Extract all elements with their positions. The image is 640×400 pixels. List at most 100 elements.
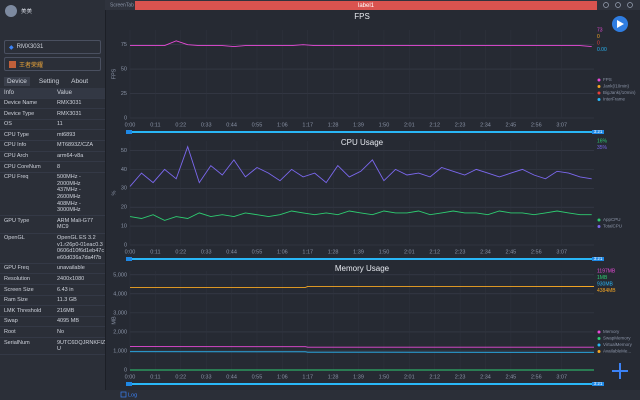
legend-label[interactable]: Jank(/10min): [603, 84, 630, 89]
slider-handle[interactable]: [592, 382, 604, 386]
x-tick-label: 1:50: [379, 122, 390, 128]
table-cell: arm64-v8a: [57, 153, 84, 160]
bottom-bar: [105, 390, 640, 400]
device-select[interactable]: ◆ RMX3031: [4, 40, 101, 54]
y-tick-label: 20: [121, 205, 127, 211]
table-cell: 4095 MB: [57, 318, 80, 325]
x-tick-label: 2:45: [506, 249, 517, 255]
x-tick-label: 0:44: [226, 249, 237, 255]
time-slider[interactable]: [130, 383, 594, 385]
x-tick-label: 0:11: [150, 374, 160, 380]
x-tick-label: 1:50: [379, 249, 390, 255]
y-tick-label: 4,000: [113, 291, 127, 297]
slider-end-label: 3:21: [594, 129, 603, 134]
current-value: 0.00: [597, 47, 607, 53]
legend-label[interactable]: BigJank(/10min): [603, 90, 636, 95]
active-tab[interactable]: [135, 1, 597, 10]
x-tick-label: 0:55: [252, 374, 263, 380]
table-row: Ram Size 11.3 GB: [0, 296, 105, 307]
tab[interactable]: About: [71, 78, 89, 85]
y-tick-label: 40: [121, 167, 127, 173]
toolbar-icon[interactable]: [603, 2, 609, 8]
legend-label[interactable]: FPS: [603, 77, 612, 82]
app-select[interactable]: 王者荣耀: [4, 57, 101, 71]
x-tick-label: 1:06: [277, 122, 288, 128]
x-tick-label: 0:55: [252, 122, 263, 128]
toolbar-icon[interactable]: [615, 2, 621, 8]
x-tick-label: 1:28: [328, 249, 339, 255]
current-value: 73: [597, 27, 603, 33]
y-axis-label: %: [111, 190, 117, 195]
table-row: GPU Freq unavailable: [0, 264, 105, 275]
tab[interactable]: Setting: [38, 78, 60, 85]
x-tick-label: 1:39: [353, 122, 364, 128]
legend-swatch: [597, 343, 601, 347]
table-row: SerialNum 9UTC6DQJRNKFIZ U: [0, 338, 105, 356]
table-row: Screen Size 6.43 in: [0, 285, 105, 296]
play-icon: [617, 20, 624, 28]
y-tick-label: 25: [121, 91, 127, 97]
table-cell: 500MHz - 2000MHz 437MHz - 2600MHz 408MHz…: [57, 174, 81, 214]
table-cell: OpenGL: [4, 235, 25, 241]
time-slider[interactable]: [130, 258, 594, 260]
x-tick-label: 0:44: [226, 122, 237, 128]
table-cell: Resolution: [4, 275, 30, 282]
y-tick-label: 0: [124, 242, 127, 248]
user-name: 美美: [21, 9, 33, 15]
x-tick-label: 1:28: [328, 374, 339, 380]
x-tick-label: 0:55: [252, 249, 263, 255]
table-row: Device Type RMX3031: [0, 109, 105, 120]
table-cell: 216MB: [57, 307, 75, 314]
legend-label[interactable]: SwapMemory: [603, 336, 631, 341]
y-tick-label: 75: [121, 42, 127, 48]
legend-label[interactable]: TotalCPU: [603, 224, 622, 229]
x-tick-label: 2:12: [429, 374, 440, 380]
data-line: [129, 210, 592, 221]
y-tick-label: 5,000: [113, 272, 127, 278]
header-cell: Info: [4, 89, 15, 96]
slider-handle[interactable]: [126, 130, 132, 134]
current-value: 930MB: [597, 281, 614, 287]
legend-label[interactable]: InterFrame: [603, 97, 626, 102]
active-tab-label[interactable]: label1: [358, 3, 375, 9]
x-tick-label: 0:44: [226, 374, 237, 380]
table-cell: 2400x1080: [57, 275, 85, 282]
x-tick-label: 2:56: [531, 122, 542, 128]
y-axis-label: MB: [111, 316, 117, 325]
y-tick-label: 3,000: [113, 310, 127, 316]
x-tick-label: 0:22: [175, 249, 186, 255]
legend-label[interactable]: Memory: [603, 329, 620, 334]
tab-label[interactable]: ScreenTab: [110, 2, 134, 8]
time-slider[interactable]: [130, 131, 594, 133]
log-label[interactable]: Log: [128, 392, 137, 398]
slider-handle[interactable]: [592, 257, 604, 261]
table-cell: 8: [57, 163, 61, 170]
table-cell: GPU Freq: [4, 265, 29, 272]
x-tick-label: 3:07: [556, 122, 567, 128]
x-tick-label: 0:33: [201, 122, 212, 128]
x-tick-label: 1:17: [302, 122, 313, 128]
log-checkbox[interactable]: [120, 391, 127, 398]
slider-handle[interactable]: [126, 257, 132, 261]
current-value: 35%: [597, 145, 608, 151]
sidebar: 美美 ◆ RMX3031 王者荣耀 Device Setting About Info…: [0, 0, 106, 400]
legend-label[interactable]: AvailableMe...: [603, 349, 631, 354]
legend-label[interactable]: VirtualMemory: [603, 342, 633, 347]
x-tick-label: 2:34: [480, 122, 491, 128]
legend-label[interactable]: AppCPU: [603, 217, 621, 222]
table-cell: Root: [4, 328, 16, 335]
device-name: RMX3031: [16, 44, 44, 50]
slider-handle[interactable]: [126, 382, 132, 386]
x-tick-label: 0:00: [125, 122, 136, 128]
x-tick-label: 0:33: [201, 249, 212, 255]
table-row: LMK Threshold 216MB: [0, 306, 105, 317]
legend-swatch: [597, 337, 601, 340]
add-button[interactable]: [612, 363, 628, 379]
x-tick-label: 0:33: [201, 374, 212, 380]
tab[interactable]: Device: [4, 77, 30, 86]
x-tick-label: 1:28: [328, 122, 339, 128]
slider-handle[interactable]: [592, 130, 604, 134]
toolbar-icon[interactable]: [627, 2, 633, 8]
